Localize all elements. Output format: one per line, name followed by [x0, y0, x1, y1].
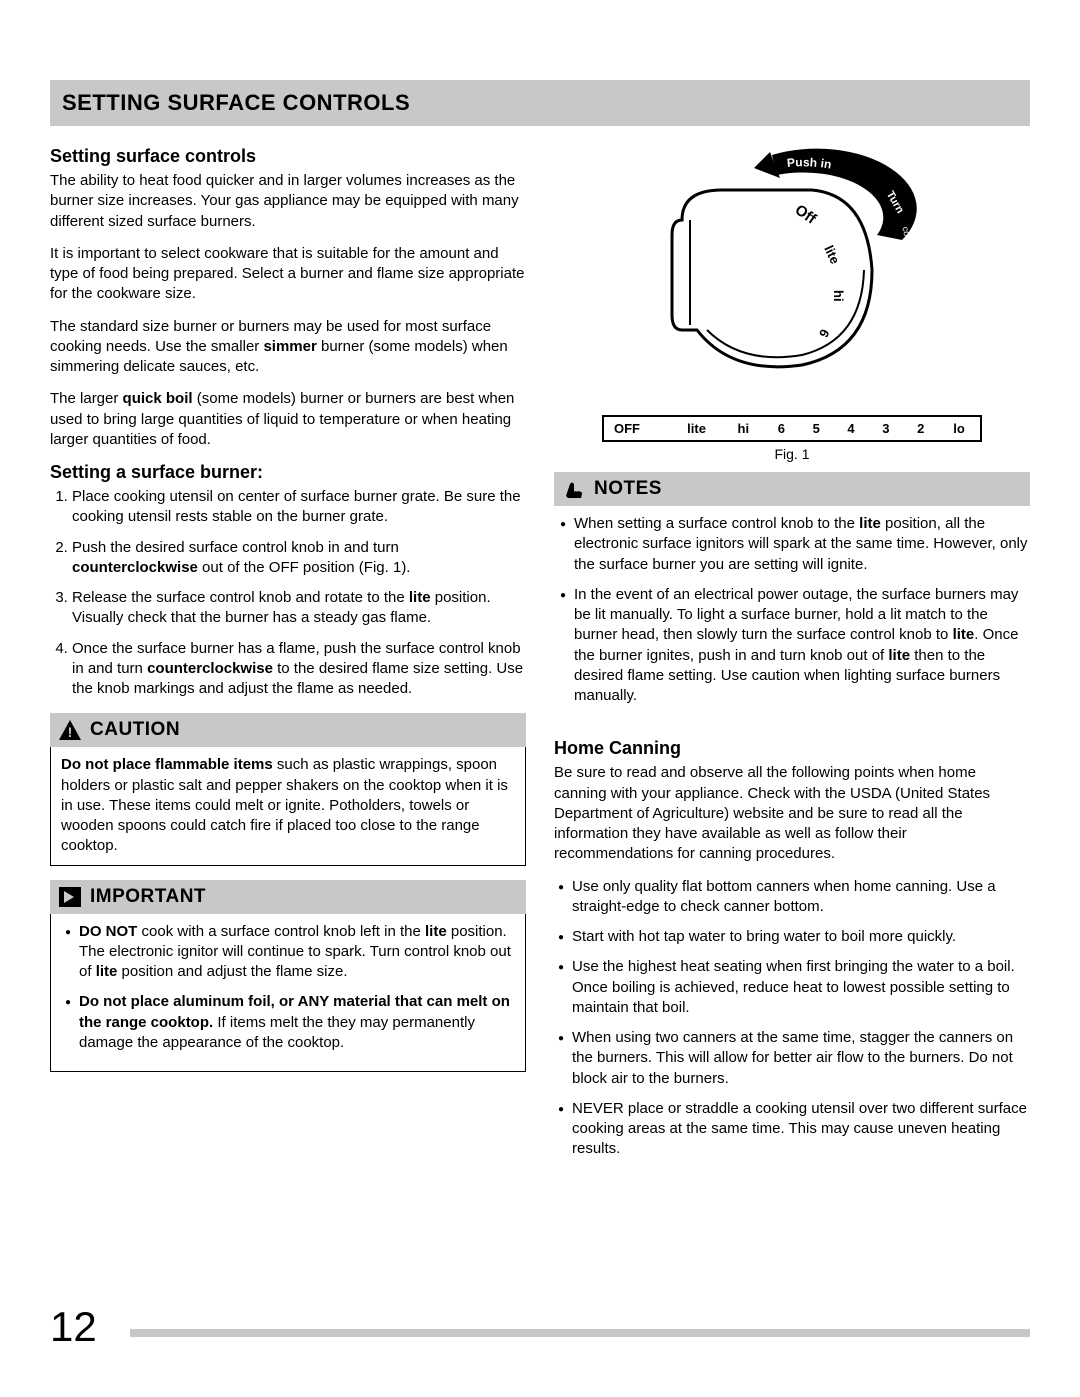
step-1: Place cooking utensil on center of surfa… [72, 487, 526, 528]
heat-3: 3 [868, 416, 903, 441]
knob-hi-label: hi [831, 290, 846, 302]
svg-text:!: ! [68, 724, 73, 740]
right-column: Push in Turn counterclockwise Off lite h… [554, 140, 1030, 1170]
step-3: Release the surface control knob and rot… [72, 588, 526, 629]
heat-scale-table: OFF lite hi 6 5 4 3 2 lo [602, 415, 982, 442]
important-callout: IMPORTANT DO NOT cook with a surface con… [50, 880, 526, 1073]
heat-lo: lo [938, 416, 981, 441]
step-2: Push the desired surface control knob in… [72, 538, 526, 579]
footer-rule [130, 1329, 1030, 1337]
canning-item-4: When using two canners at the same time,… [558, 1028, 1030, 1089]
figure-caption: Fig. 1 [554, 446, 1030, 462]
hand-write-icon [562, 478, 586, 500]
control-knob-illustration: Push in Turn counterclockwise Off lite h… [622, 140, 962, 410]
notes-item-1: When setting a surface control knob to t… [560, 514, 1028, 575]
notes-callout: NOTES When setting a surface control kno… [554, 472, 1030, 724]
canning-item-1: Use only quality flat bottom canners whe… [558, 877, 1030, 918]
caution-title: CAUTION [90, 719, 180, 741]
important-item-1: DO NOT cook with a surface control knob … [65, 922, 515, 983]
canning-item-5: NEVER place or straddle a cooking utensi… [558, 1099, 1030, 1160]
heat-off: OFF [603, 416, 670, 441]
canning-list: Use only quality flat bottom canners whe… [554, 877, 1030, 1160]
notes-body: When setting a surface control knob to t… [554, 506, 1030, 724]
step-4: Once the surface burner has a flame, pus… [72, 639, 526, 700]
canning-item-2: Start with hot tap water to bring water … [558, 927, 1030, 947]
notes-header: NOTES [554, 472, 1030, 506]
para-4: The larger quick boil (some models) burn… [50, 389, 526, 450]
svg-text:counterclockwise: counterclockwise [900, 226, 924, 295]
important-item-2: Do not place aluminum foil, or ANY mater… [65, 992, 515, 1053]
content-columns: Setting surface controls The ability to … [50, 140, 1030, 1170]
section-title: SETTING SURFACE CONTROLS [62, 90, 1018, 116]
heat-4: 4 [834, 416, 869, 441]
para-3: The standard size burner or burners may … [50, 317, 526, 378]
important-title: IMPORTANT [90, 886, 206, 908]
canning-item-3: Use the highest heat seating when first … [558, 957, 1030, 1018]
knob-figure: Push in Turn counterclockwise Off lite h… [554, 140, 1030, 462]
canning-intro: Be sure to read and observe all the foll… [554, 763, 1030, 864]
warning-triangle-icon: ! [58, 719, 82, 741]
section-header: SETTING SURFACE CONTROLS [50, 80, 1030, 126]
burner-steps: Place cooking utensil on center of surfa… [50, 487, 526, 699]
heat-2: 2 [903, 416, 938, 441]
caution-callout: ! CAUTION Do not place flammable items s… [50, 713, 526, 865]
caution-body: Do not place flammable items such as pla… [50, 747, 526, 865]
caution-header: ! CAUTION [50, 713, 526, 747]
important-list: DO NOT cook with a surface control knob … [61, 922, 515, 1054]
heat-6: 6 [764, 416, 799, 441]
notes-item-2: In the event of an electrical power outa… [560, 585, 1028, 707]
heat-lite: lite [670, 416, 722, 441]
heat-hi: hi [723, 416, 764, 441]
important-body: DO NOT cook with a surface control knob … [50, 914, 526, 1073]
heading-burner: Setting a surface burner: [50, 462, 526, 483]
para-2: It is important to select cookware that … [50, 244, 526, 305]
svg-text:Push in: Push in [786, 155, 832, 171]
heading-controls: Setting surface controls [50, 146, 526, 167]
heat-5: 5 [799, 416, 834, 441]
para-1: The ability to heat food quicker and in … [50, 171, 526, 232]
important-header: IMPORTANT [50, 880, 526, 914]
arrow-right-icon [58, 886, 82, 908]
heading-canning: Home Canning [554, 738, 1030, 759]
notes-list: When setting a surface control knob to t… [556, 514, 1028, 706]
left-column: Setting surface controls The ability to … [50, 140, 526, 1170]
page-number: 12 [50, 1303, 97, 1351]
notes-title: NOTES [594, 478, 662, 500]
